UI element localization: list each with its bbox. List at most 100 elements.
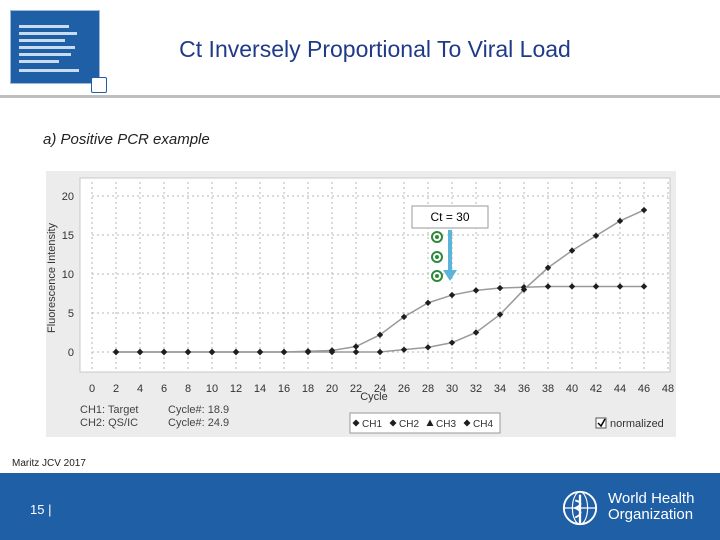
data-point [232, 348, 240, 356]
x-tick-label: 48 [662, 383, 674, 395]
plot-area [79, 177, 671, 373]
data-point [424, 299, 432, 307]
x-tick-label: 16 [278, 383, 290, 395]
x-tick-label: 14 [254, 383, 266, 395]
y-tick-label: 5 [68, 308, 74, 320]
who-wordmark: World Health Organization [608, 491, 694, 523]
y-tick-label: 10 [62, 269, 74, 281]
data-point [616, 283, 624, 290]
ch1-cycle: Cycle#: 18.9 [168, 404, 229, 416]
org-name-line1: World Health [608, 490, 695, 507]
x-tick-label: 12 [230, 383, 242, 395]
y-tick-label: 15 [62, 230, 74, 242]
x-tick-label: 46 [638, 383, 650, 395]
data-point [184, 348, 192, 356]
virus-icon [431, 270, 443, 282]
legend-marker [463, 419, 471, 427]
data-point [112, 348, 120, 356]
legend-label: CH2 [399, 419, 419, 430]
legend-label: CH3 [436, 419, 456, 430]
org-name-line2: Organization [608, 506, 694, 523]
virus-icon [431, 231, 443, 243]
x-tick-label: 28 [422, 383, 434, 395]
x-tick-label: 36 [518, 383, 530, 395]
data-point [424, 344, 432, 351]
citation: Maritz JCV 2017 [12, 458, 86, 469]
data-point [136, 348, 144, 356]
slide-title: Ct Inversely Proportional To Viral Load [179, 36, 571, 62]
data-point [280, 348, 288, 356]
data-point [472, 329, 480, 336]
data-point [592, 232, 600, 239]
normalized-checkbox[interactable] [595, 417, 607, 429]
data-point [328, 348, 336, 356]
x-tick-label: 44 [614, 383, 626, 395]
data-point [544, 264, 552, 271]
x-tick-label: 40 [566, 383, 578, 395]
x-tick-label: 2 [113, 383, 119, 395]
ch2-label: CH2: QS/IC [80, 417, 138, 429]
legend-label: CH1 [362, 419, 382, 430]
x-tick-label: 32 [470, 383, 482, 395]
footer-bar [0, 473, 720, 540]
x-tick-label: 6 [161, 383, 167, 395]
data-point [640, 206, 648, 214]
data-point [352, 343, 360, 350]
y-tick-label: 0 [68, 347, 74, 359]
y-tick-label: 20 [62, 191, 74, 203]
x-tick-label: 4 [137, 383, 143, 395]
data-point [376, 331, 384, 339]
x-tick-label: 8 [185, 383, 191, 395]
x-tick-label: 10 [206, 383, 218, 395]
data-point [544, 283, 552, 290]
data-point [400, 346, 408, 353]
data-point [208, 348, 216, 356]
data-point [256, 348, 264, 356]
legend-box [349, 412, 501, 434]
data-point [376, 348, 384, 356]
data-point [568, 247, 576, 254]
x-tick-label: 38 [542, 383, 554, 395]
legend-marker [352, 419, 360, 427]
ch2-cycle: Cycle#: 24.9 [168, 417, 229, 429]
data-point [160, 348, 168, 356]
x-tick-label: 30 [446, 383, 458, 395]
legend-label: CH4 [473, 419, 493, 430]
data-point [448, 339, 456, 346]
data-point [496, 284, 504, 292]
x-tick-label: 42 [590, 383, 602, 395]
x-tick-label: 26 [398, 383, 410, 395]
chart-subtitle: a) Positive PCR example [43, 131, 210, 148]
legend-marker [426, 419, 434, 426]
normalized-label: normalized [610, 418, 664, 430]
ch1-label: CH1: Target [80, 404, 139, 416]
data-point [640, 283, 648, 290]
y-axis-label: Fluorescence Intensity [46, 222, 58, 333]
data-point [616, 217, 624, 225]
page-number: 15 | [30, 502, 52, 517]
document-icon [91, 77, 107, 93]
x-tick-label: 18 [302, 383, 314, 395]
data-point [448, 291, 456, 299]
legend-marker [389, 419, 397, 427]
ct-annotation-box [411, 205, 489, 229]
x-tick-label: 22 [350, 383, 362, 395]
data-point [400, 313, 408, 321]
title-divider [0, 95, 720, 98]
virus-icon [431, 251, 443, 263]
ct-annotation: Ct = 30 [430, 210, 469, 224]
data-point [592, 283, 600, 290]
ct-arrow-head [443, 270, 457, 281]
x-axis-label: Cycle [360, 391, 388, 403]
data-point [352, 348, 360, 356]
x-tick-label: 24 [374, 383, 386, 395]
report-cover-logo [10, 10, 107, 93]
data-point [568, 283, 576, 290]
x-tick-label: 0 [89, 383, 95, 395]
x-tick-label: 34 [494, 383, 506, 395]
checkmark-icon [597, 418, 606, 428]
data-point [496, 311, 504, 318]
x-tick-label: 20 [326, 383, 338, 395]
data-point [304, 348, 312, 356]
